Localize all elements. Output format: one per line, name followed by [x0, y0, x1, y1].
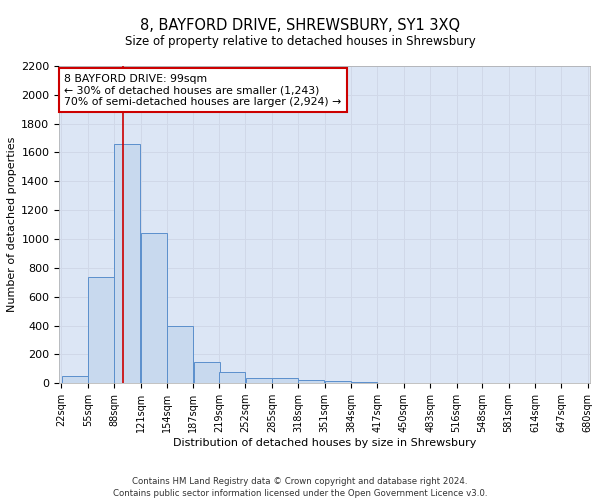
Bar	[298, 380, 325, 384]
Bar	[325, 381, 351, 384]
Bar	[351, 382, 377, 384]
Bar	[377, 382, 404, 384]
Bar	[245, 378, 272, 384]
Bar	[62, 376, 88, 384]
Bar	[167, 326, 193, 384]
Bar	[194, 362, 220, 384]
Y-axis label: Number of detached properties: Number of detached properties	[7, 137, 17, 312]
Text: 8, BAYFORD DRIVE, SHREWSBURY, SY1 3XQ: 8, BAYFORD DRIVE, SHREWSBURY, SY1 3XQ	[140, 18, 460, 32]
Bar	[88, 276, 114, 384]
Bar	[115, 144, 140, 384]
Bar	[141, 234, 167, 384]
Text: 8 BAYFORD DRIVE: 99sqm
← 30% of detached houses are smaller (1,243)
70% of semi-: 8 BAYFORD DRIVE: 99sqm ← 30% of detached…	[64, 74, 341, 107]
Text: Size of property relative to detached houses in Shrewsbury: Size of property relative to detached ho…	[125, 35, 475, 48]
Text: Contains HM Land Registry data © Crown copyright and database right 2024.
Contai: Contains HM Land Registry data © Crown c…	[113, 476, 487, 498]
Bar	[219, 372, 245, 384]
X-axis label: Distribution of detached houses by size in Shrewsbury: Distribution of detached houses by size …	[173, 438, 476, 448]
Bar	[272, 378, 298, 384]
